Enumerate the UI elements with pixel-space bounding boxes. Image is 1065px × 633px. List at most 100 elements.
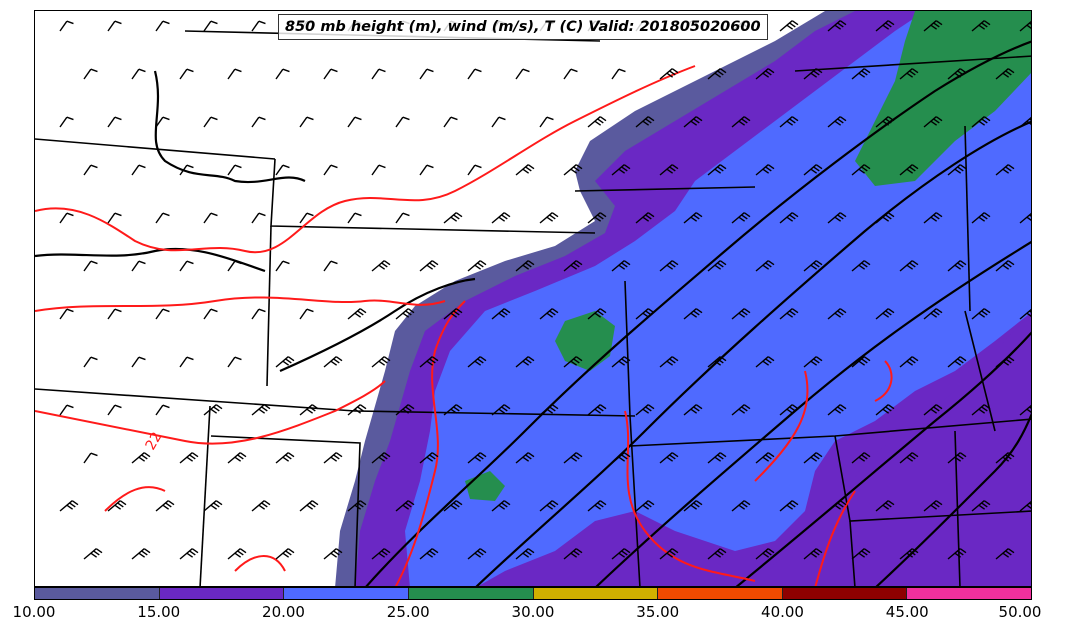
temperature-contour-label: 22	[143, 430, 166, 453]
wind-barb	[59, 404, 74, 416]
wind-barb	[371, 164, 386, 176]
wind-barb	[155, 308, 170, 320]
wind-barb	[707, 452, 727, 464]
wind-barb	[59, 212, 74, 224]
wind-barb	[587, 500, 607, 512]
wind-barb	[707, 548, 727, 560]
wind-barb	[851, 260, 871, 272]
wind-barb	[683, 500, 703, 512]
wind-barb	[563, 260, 583, 272]
wind-barb	[59, 116, 74, 128]
wind-barb	[59, 20, 74, 32]
wind-barb	[515, 260, 535, 272]
wind-barb	[563, 548, 583, 560]
wind-barb	[851, 164, 871, 176]
wind-barb	[131, 548, 151, 560]
wind-barb	[371, 260, 391, 272]
wind-barb	[683, 308, 703, 320]
wind-barb	[227, 548, 247, 560]
wind-barb	[299, 308, 314, 320]
wind-barb	[851, 68, 871, 80]
wind-barb	[227, 164, 242, 176]
wind-barb	[515, 548, 535, 560]
wind-barb	[323, 356, 343, 368]
wind-barb	[827, 116, 847, 128]
wind-speed-colorbar	[34, 587, 1032, 600]
wind-barb	[947, 548, 967, 560]
wind-barb	[923, 212, 943, 224]
wind-barb	[779, 116, 799, 128]
wind-barb	[275, 164, 290, 176]
wind-barb	[419, 548, 439, 560]
wind-barb	[203, 500, 223, 512]
wind-barb	[419, 68, 434, 80]
wind-barb	[539, 212, 559, 224]
wind-barb	[803, 356, 823, 368]
wind-barb	[227, 68, 242, 80]
wind-barb	[275, 548, 295, 560]
wind-barb	[107, 500, 127, 512]
wind-barb	[731, 116, 751, 128]
temperature-contours	[35, 65, 893, 586]
wind-barb	[683, 212, 703, 224]
wind-barb	[803, 68, 823, 80]
wind-barb	[227, 356, 242, 368]
wind-barb	[107, 20, 122, 32]
wind-barb	[1019, 500, 1031, 512]
colorbar-tick-label: 15.00	[137, 603, 181, 621]
wind-barb	[323, 452, 343, 464]
wind-barb	[683, 116, 703, 128]
wind-barb	[827, 500, 847, 512]
wind-barb	[803, 260, 823, 272]
colorbar-tick-label: 20.00	[262, 603, 305, 621]
wind-barb	[899, 356, 919, 368]
wind-barb	[947, 356, 967, 368]
wind-barb	[923, 116, 943, 128]
wind-barb	[443, 308, 463, 320]
wind-barb	[1019, 116, 1031, 128]
wind-barb	[659, 164, 679, 176]
wind-barb	[515, 452, 535, 464]
wind-barb	[251, 500, 271, 512]
wind-barb	[107, 308, 122, 320]
wind-barb	[491, 308, 511, 320]
wind-barb	[755, 452, 775, 464]
wind-barb	[203, 20, 218, 32]
wind-barb	[971, 404, 991, 416]
wind-barb	[731, 308, 751, 320]
wind-barb	[971, 212, 991, 224]
wind-barb	[323, 164, 338, 176]
wind-barb	[923, 20, 943, 32]
wind-barb	[347, 212, 362, 224]
colorbar-segment-6	[658, 588, 783, 599]
wind-barb	[731, 500, 751, 512]
wind-barb	[155, 404, 170, 416]
wind-barb	[251, 404, 271, 416]
wind-barb	[803, 548, 823, 560]
wind-barb	[179, 452, 199, 464]
wind-barb	[323, 260, 338, 272]
colorbar-segment-4	[408, 588, 534, 599]
wind-barb	[1019, 308, 1031, 320]
wind-barb	[395, 404, 415, 416]
wind-barb	[971, 20, 991, 32]
wind-barb	[203, 308, 218, 320]
wind-barb	[611, 548, 631, 560]
wind-barb	[611, 260, 631, 272]
colorbar-tick-label: 10.00	[12, 603, 56, 621]
wind-barb	[659, 68, 679, 80]
wind-barb	[227, 260, 242, 272]
colorbar-tick-label: 50.00	[998, 603, 1042, 621]
colorbar-tick-label: 35.00	[636, 603, 680, 621]
wind-barb	[155, 212, 170, 224]
wind-barb	[803, 164, 823, 176]
wind-barb	[971, 116, 991, 128]
wind-barb	[587, 308, 607, 320]
wind-barb	[899, 452, 919, 464]
wind-barb	[899, 164, 919, 176]
wind-barb	[947, 260, 967, 272]
wind-barb	[587, 116, 607, 128]
wind-barb	[635, 212, 655, 224]
wind-barb	[851, 452, 871, 464]
wind-barb	[371, 548, 391, 560]
